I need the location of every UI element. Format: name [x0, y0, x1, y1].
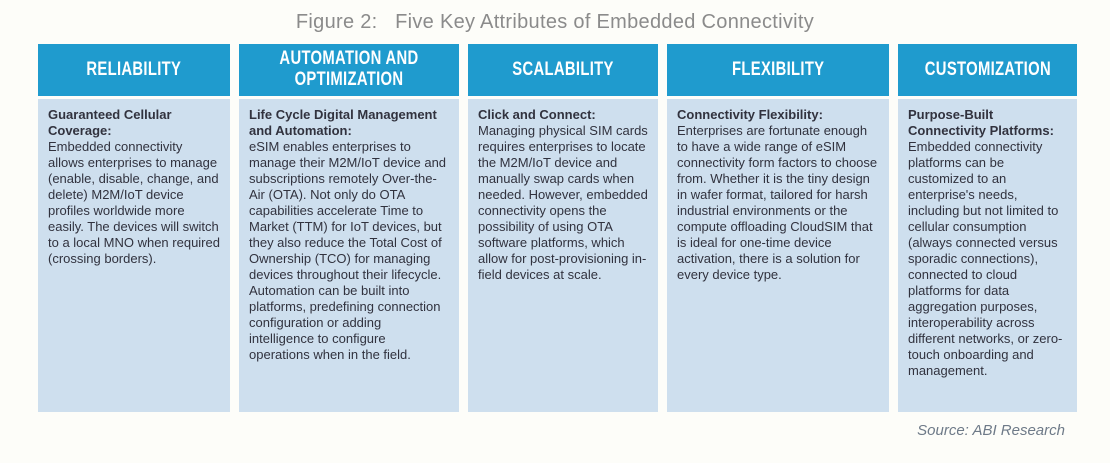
column-header-label: CUSTOMIZATION	[924, 58, 1051, 80]
column-body-automation-optimization: Life Cycle Digital Management and Automa…	[239, 99, 459, 412]
attribute-column-customization: CUSTOMIZATION Purpose-Built Connectivity…	[898, 44, 1077, 412]
column-lead: Click and Connect:	[478, 107, 596, 122]
column-text: Managing physical SIM cards requires ent…	[478, 123, 648, 282]
figure-title: Figure 2: Five Key Attributes of Embedde…	[295, 11, 815, 33]
attribute-column-flexibility: FLEXIBILITY Connectivity Flexibility: En…	[667, 44, 889, 412]
column-text: Embedded connectivity allows enterprises…	[48, 139, 220, 266]
column-header-scalability: SCALABILITY	[468, 44, 658, 96]
column-header-label: AUTOMATION AND OPTIMIZATION	[279, 48, 419, 90]
column-header-label: RELIABILITY	[86, 58, 182, 80]
column-lead: Connectivity Flexibility:	[677, 107, 823, 122]
column-body-scalability: Click and Connect: Managing physical SIM…	[468, 99, 658, 412]
column-text: Embedded connectivity platforms can be c…	[908, 139, 1063, 378]
column-lead: Purpose-Built Connectivity Platforms:	[908, 107, 1054, 138]
column-header-reliability: RELIABILITY	[38, 44, 230, 96]
column-body-customization: Purpose-Built Connectivity Platforms: Em…	[898, 99, 1077, 412]
attribute-column-automation-optimization: AUTOMATION AND OPTIMIZATION Life Cycle D…	[239, 44, 459, 412]
source-credit: Source: ABI Research	[917, 422, 1065, 439]
column-text: Enterprises are fortunate enough to have…	[677, 123, 878, 282]
column-header-automation-optimization: AUTOMATION AND OPTIMIZATION	[239, 44, 459, 96]
column-lead: Guaranteed Cellular Coverage:	[48, 107, 172, 138]
column-lead: Life Cycle Digital Management and Automa…	[249, 107, 437, 138]
attributes-grid: RELIABILITY Guaranteed Cellular Coverage…	[38, 44, 1077, 412]
column-header-label: SCALABILITY	[512, 58, 614, 80]
column-header-label: FLEXIBILITY	[731, 58, 825, 80]
attribute-column-reliability: RELIABILITY Guaranteed Cellular Coverage…	[38, 44, 230, 412]
column-body-flexibility: Connectivity Flexibility: Enterprises ar…	[667, 99, 889, 412]
column-body-reliability: Guaranteed Cellular Coverage: Embedded c…	[38, 99, 230, 412]
attribute-column-scalability: SCALABILITY Click and Connect: Managing …	[468, 44, 658, 412]
column-header-customization: CUSTOMIZATION	[898, 44, 1077, 96]
column-text: eSIM enables enterprises to manage their…	[249, 139, 447, 362]
column-header-flexibility: FLEXIBILITY	[667, 44, 889, 96]
